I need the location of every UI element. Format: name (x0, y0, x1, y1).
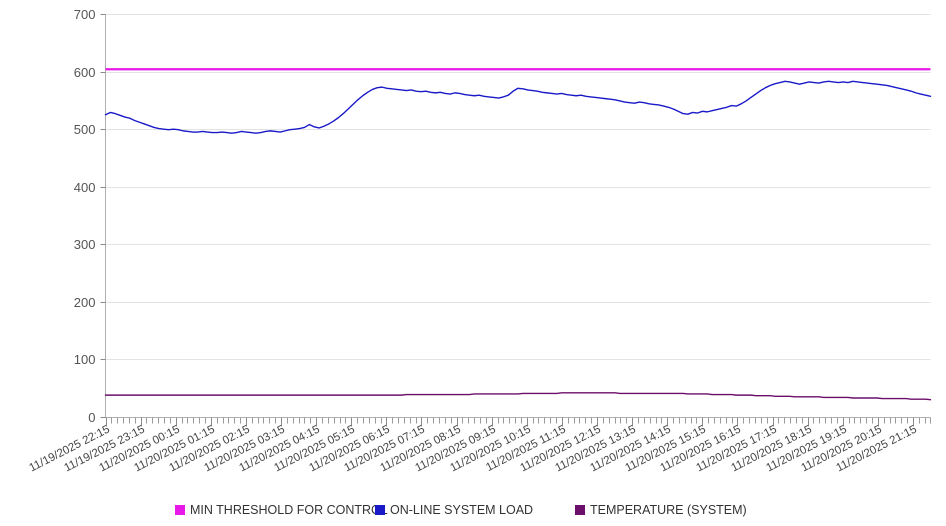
y-axis-tick-label: 700 (74, 7, 96, 22)
legend: MIN THRESHOLD FOR CONTROL ON-LINE SYSTEM … (175, 503, 747, 517)
series-line-2 (104, 392, 932, 401)
y-axis-tick-label: 500 (74, 122, 96, 137)
legend-label: MIN THRESHOLD FOR CONTROL (190, 503, 388, 517)
y-axis-tick-label: 0 (88, 410, 95, 425)
y-axis-tick-label: 200 (74, 295, 96, 310)
gridlines-group (105, 14, 931, 418)
legend-swatch (175, 505, 185, 515)
y-axis-tick-label: 600 (74, 65, 96, 80)
legend-swatch (375, 505, 385, 515)
y-axis-tick-label: 300 (74, 237, 96, 252)
y-axis-group: 0 100 200 300 400 500 600 700 (74, 7, 106, 425)
series-group (104, 68, 932, 401)
x-axis-group (105, 417, 931, 427)
y-axis-tick-label: 100 (74, 352, 96, 367)
y-axis-tick-label: 400 (74, 180, 96, 195)
legend-label: ON-LINE SYSTEM LOAD (390, 503, 533, 517)
legend-label: TEMPERATURE (SYSTEM) (590, 503, 747, 517)
series-line-1 (104, 80, 932, 134)
legend-swatch (575, 505, 585, 515)
